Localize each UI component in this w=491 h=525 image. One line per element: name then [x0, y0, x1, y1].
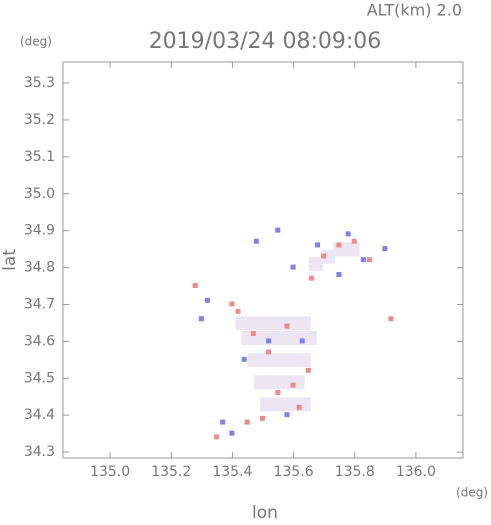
y-tick-label: 34.7 — [24, 296, 55, 312]
y-tick-label: 35.1 — [24, 149, 55, 165]
echo-point — [388, 316, 394, 322]
echo-point — [284, 397, 299, 412]
x-unit: (deg) — [456, 486, 488, 500]
echo-point — [229, 430, 235, 436]
echo-point — [367, 257, 373, 263]
echo-point — [284, 353, 299, 368]
x-tick-label: 135.2 — [151, 464, 191, 480]
echo-point — [278, 330, 293, 345]
echo-point — [235, 316, 250, 331]
echo-point — [345, 231, 351, 237]
echo-point — [266, 349, 272, 355]
y-unit: (deg) — [20, 35, 52, 49]
y-tick-label: 35.0 — [24, 186, 55, 202]
echo-point — [253, 375, 268, 390]
echo-point — [220, 419, 226, 425]
echo-point — [275, 227, 281, 233]
echo-point — [260, 397, 274, 412]
y-tick-label: 34.4 — [24, 407, 55, 423]
echo-point — [253, 330, 268, 345]
echo-point — [296, 316, 311, 331]
echo-point — [351, 238, 357, 244]
echo-point — [260, 415, 265, 421]
echo-point — [290, 382, 296, 388]
echo-point — [299, 338, 305, 344]
echo-point — [247, 316, 262, 331]
echo-point — [214, 434, 220, 440]
echo-point — [284, 323, 290, 329]
altitude-label: ALT(km) 2.0 — [367, 1, 462, 20]
chart-title: 2019/03/24 08:09:06 — [149, 29, 382, 54]
y-axis-label: lat — [0, 249, 20, 271]
x-tick-label: 135.4 — [212, 464, 252, 480]
echo-point — [296, 404, 302, 410]
x-tick-label: 135.6 — [274, 464, 314, 480]
echo-point — [382, 246, 388, 252]
echo-point — [272, 353, 287, 368]
echo-point — [302, 330, 317, 345]
echo-point — [321, 253, 327, 259]
y-tick-label: 34.6 — [24, 333, 55, 349]
echo-point — [244, 419, 250, 425]
x-tick-label: 135.8 — [335, 464, 375, 480]
echo-point — [250, 330, 256, 336]
echo-point — [247, 353, 262, 368]
echo-point — [336, 271, 342, 277]
echo-point — [253, 238, 259, 244]
echo-point — [235, 308, 241, 314]
echo-point — [321, 249, 336, 264]
y-tick-label: 35.3 — [24, 75, 55, 91]
echo-point — [290, 264, 296, 270]
echo-point — [241, 356, 247, 362]
echo-point — [278, 375, 293, 390]
echo-point — [275, 390, 281, 396]
echo-point — [204, 297, 210, 303]
echo-point — [305, 367, 311, 373]
y-tick-label: 34.9 — [24, 223, 55, 239]
y-tick-label: 35.2 — [24, 112, 55, 128]
echo-point — [198, 316, 204, 322]
echo-point — [345, 242, 360, 257]
echo-point — [308, 257, 323, 272]
echo-point — [229, 301, 235, 307]
x-tick-label: 136.0 — [396, 464, 436, 480]
y-tick-label: 34.5 — [24, 370, 55, 386]
echo-point — [266, 375, 281, 390]
echo-point — [360, 257, 366, 263]
echo-point — [336, 242, 342, 248]
echo-point — [315, 242, 321, 248]
echo-point — [266, 338, 272, 344]
echo-point — [272, 316, 287, 331]
echo-point — [308, 275, 314, 281]
echo-point — [284, 412, 290, 418]
echo-point — [192, 283, 198, 289]
plot-frame — [62, 61, 464, 459]
echo-point — [296, 353, 311, 368]
x-axis-label: lon — [252, 503, 278, 521]
echo-point — [272, 397, 287, 412]
y-tick-label: 34.3 — [24, 444, 55, 460]
echo-point — [260, 316, 274, 331]
x-tick-label: 135.0 — [90, 464, 130, 480]
y-tick-label: 34.8 — [24, 260, 55, 276]
echo-point — [260, 353, 274, 368]
